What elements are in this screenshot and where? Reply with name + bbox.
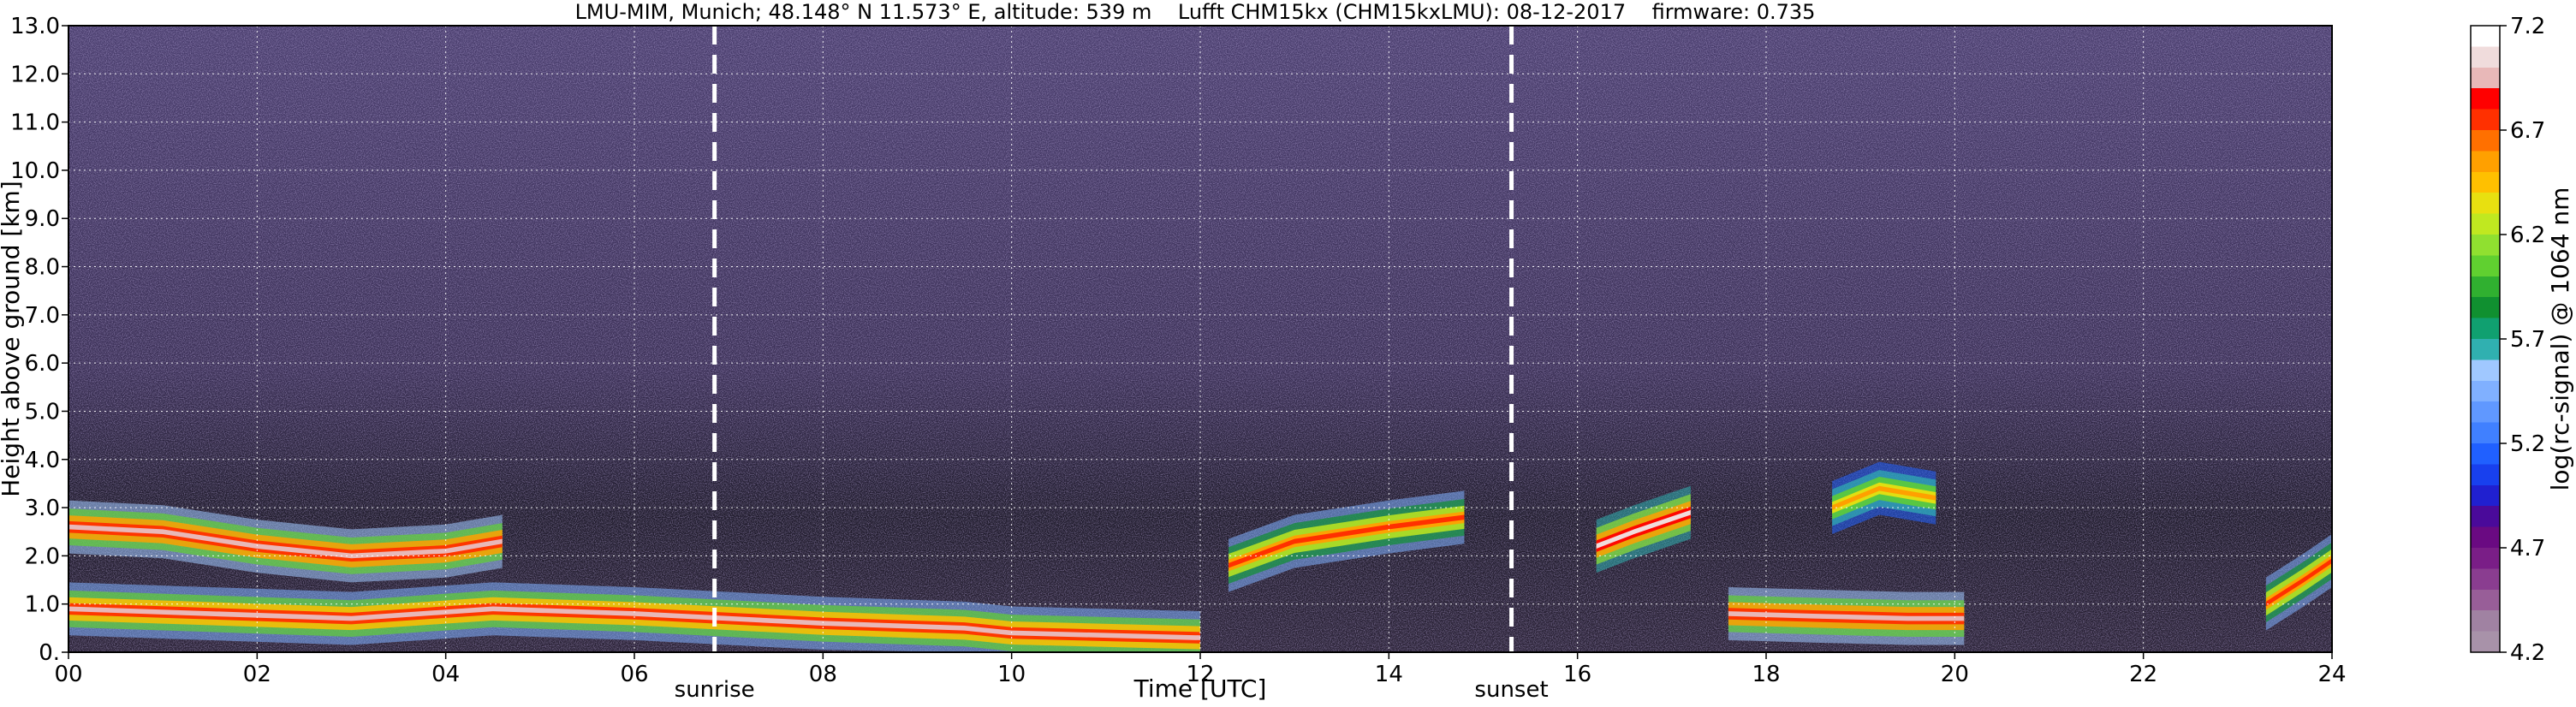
y-tick-label: 11.0	[10, 110, 60, 136]
aerosol-layer-nocturnal-layer	[1728, 611, 1965, 621]
x-tick-label: 08	[809, 662, 837, 687]
x-tick-label: 16	[1563, 662, 1591, 687]
y-axis-label: Height above ground [km]	[0, 181, 25, 497]
aerosol-layer-afternoon-mixing-layer	[1229, 514, 1465, 568]
colorbar-tick-label: 6.7	[2510, 118, 2545, 144]
x-tick-label: 06	[620, 662, 648, 687]
y-tick-label: 10.0	[10, 158, 60, 184]
x-tick-label: 12	[1186, 662, 1214, 687]
y-tick-label: 13.0	[10, 14, 60, 39]
x-tick-label: 18	[1752, 662, 1780, 687]
x-axis: 00 02 04 06 08 10 12 14 16 18 20 22 24	[54, 652, 2347, 687]
colorbar-tick-label: 7.2	[2510, 14, 2545, 39]
aerosol-layer-elevated-aerosol-19h	[1832, 477, 1936, 520]
chart-title: LMU-MIM, Munich; 48.148° N 11.573° E, al…	[575, 0, 1816, 24]
x-tick-label: 04	[431, 662, 460, 687]
colorbar: 4.2 4.7 5.2 5.7 6.2 6.7 7.2 log(rc-signal) @ 1…	[2470, 14, 2574, 666]
x-tick-label: 00	[54, 662, 82, 687]
colorbar-tick-label: 5.7	[2510, 327, 2545, 353]
y-tick-label: 1.0	[25, 592, 60, 618]
sunset-marker-label: sunset	[1474, 677, 1548, 703]
sun-markers: sunrise sunset	[675, 26, 1549, 703]
plot-area: sunrise sunset	[68, 25, 2333, 703]
grid-lines	[68, 25, 2333, 653]
aerosol-layer-residual-layer	[68, 524, 503, 559]
x-tick-label: 14	[1375, 662, 1403, 687]
aerosol-layer-evening-cloud	[1596, 509, 1691, 549]
y-tick-label: 5.0	[25, 399, 60, 425]
x-tick-label: 22	[2129, 662, 2157, 687]
aerosol-layer-boundary-layer-aerosol	[68, 597, 1200, 650]
colorbar-bar	[2470, 25, 2501, 653]
x-tick-label: 24	[2317, 662, 2346, 687]
aerosol-layer-elevated-aerosol-19h	[1832, 482, 1936, 514]
x-tick-label: 02	[243, 662, 271, 687]
y-tick-label: 8.0	[25, 255, 60, 281]
x-axis-label: Time [UTC]	[1133, 674, 1267, 703]
colorbar-tick-label: 5.2	[2510, 431, 2545, 457]
aerosol-layer-boundary-layer-aerosol	[68, 603, 1200, 644]
y-axis: 0. 1.0 2.0 3.0 4.0 5.0 6.0 7.0 8.0 9.0 10.0 11.0 12.…	[10, 14, 68, 666]
y-tick-label: 3.0	[25, 496, 60, 521]
aerosol-layer-boundary-layer-aerosol	[68, 606, 1200, 640]
y-tick-label: 4.0	[25, 448, 60, 473]
y-tick-label: 12.0	[10, 62, 60, 87]
colorbar-tick-label: 4.7	[2510, 536, 2545, 561]
y-tick-label: 2.0	[25, 544, 60, 569]
x-tick-label: 20	[1941, 662, 1969, 687]
colorbar-tick-label: 6.2	[2510, 223, 2545, 248]
y-tick-label: 0.	[39, 640, 60, 666]
colorbar-tick-label: 4.2	[2510, 640, 2545, 666]
y-tick-label: 7.0	[25, 303, 60, 329]
colorbar-ticks: 4.2 4.7 5.2 5.7 6.2 6.7 7.2	[2500, 14, 2545, 666]
y-tick-label: 6.0	[25, 351, 60, 377]
aerosol-layer-elevated-aerosol-19h	[1832, 485, 1936, 510]
sunrise-marker-label: sunrise	[675, 677, 755, 703]
x-tick-label: 10	[997, 662, 1026, 687]
y-tick-label: 9.0	[25, 206, 60, 232]
aerosol-layer-late-night-layer	[2265, 558, 2332, 607]
colorbar-label: log(rc-signal) @ 1064 nm	[2546, 187, 2574, 491]
